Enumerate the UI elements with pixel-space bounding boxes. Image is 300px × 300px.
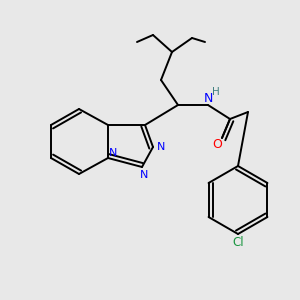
Text: Cl: Cl xyxy=(232,236,244,250)
Text: O: O xyxy=(212,139,222,152)
Text: N: N xyxy=(203,92,213,106)
Text: N: N xyxy=(109,148,117,158)
Text: N: N xyxy=(140,170,148,180)
Text: N: N xyxy=(157,142,165,152)
Text: H: H xyxy=(212,87,220,97)
